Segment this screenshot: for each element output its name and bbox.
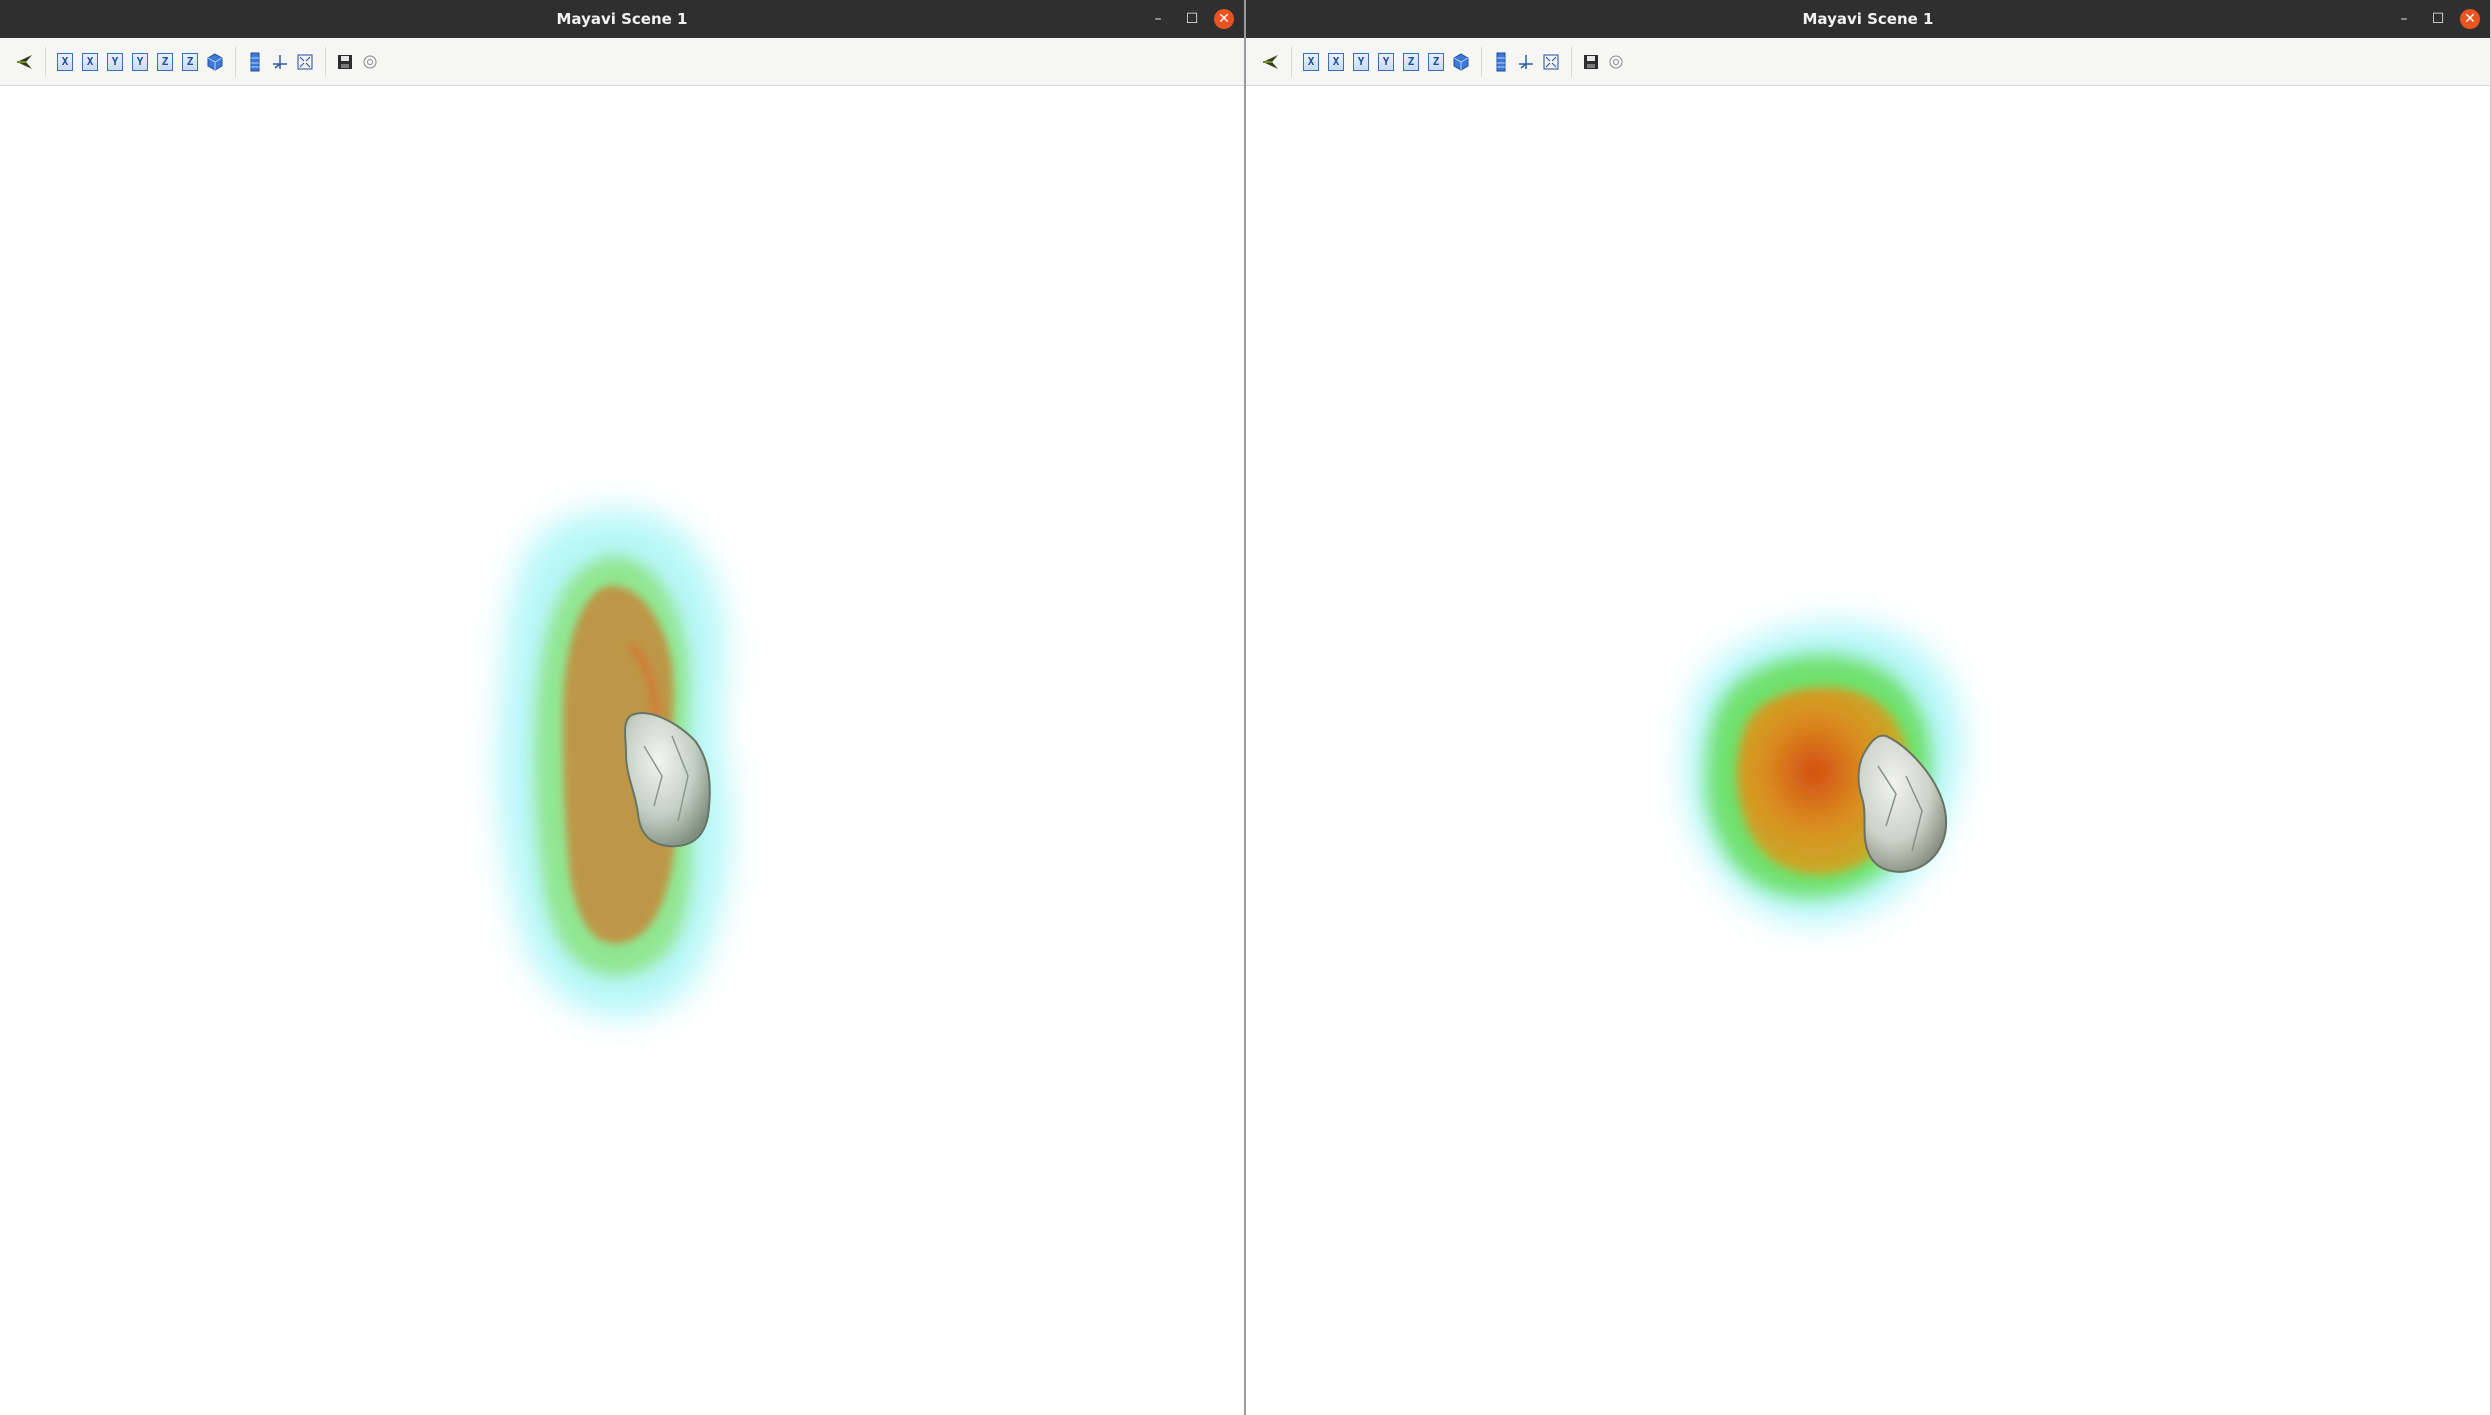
view-z-minus-icon[interactable]: Z <box>1400 51 1422 73</box>
save-icon[interactable] <box>1580 51 1602 73</box>
view-x-minus-icon[interactable]: X <box>54 51 76 73</box>
parallel-projection-icon[interactable] <box>1490 51 1512 73</box>
view-x-plus-icon[interactable]: X <box>79 51 101 73</box>
view-z-plus-icon[interactable]: Z <box>1425 51 1447 73</box>
axis-view-label: Z <box>157 52 173 71</box>
axis-view-label: X <box>57 52 73 71</box>
window-title: Mayavi Scene 1 <box>1802 10 1934 28</box>
scene-toolbar: X X Y Y Z Z <box>1246 38 2490 86</box>
axis-view-label: Y <box>132 52 148 71</box>
view-y-minus-icon[interactable]: Y <box>104 51 126 73</box>
axis-view-label: X <box>82 52 98 71</box>
close-button[interactable]: ✕ <box>1214 9 1234 29</box>
axis-view-label: Z <box>1403 52 1419 71</box>
axis-view-label: X <box>1303 52 1319 71</box>
close-button[interactable]: ✕ <box>2460 9 2480 29</box>
toolbar-separator <box>1571 46 1572 77</box>
window-controls: – ☐ ✕ <box>2392 7 2480 31</box>
view-y-plus-icon[interactable]: Y <box>1375 51 1397 73</box>
axis-view-label: Z <box>182 52 198 71</box>
toolbar-separator <box>45 46 46 77</box>
view-x-minus-icon[interactable]: X <box>1300 51 1322 73</box>
scene-toolbar: X X Y Y Z Z <box>0 38 1244 86</box>
isometric-view-icon[interactable] <box>204 51 226 73</box>
title-bar[interactable]: Mayavi Scene 1 – ☐ ✕ <box>1246 0 2490 38</box>
save-icon[interactable] <box>334 51 356 73</box>
axis-view-label: Y <box>1353 52 1369 71</box>
parallel-projection-icon[interactable] <box>244 51 266 73</box>
view-x-plus-icon[interactable]: X <box>1325 51 1347 73</box>
window-controls: – ☐ ✕ <box>1146 7 1234 31</box>
minimize-button[interactable]: – <box>1154 11 1162 27</box>
axis-view-label: X <box>1328 52 1344 71</box>
toolbar-separator <box>325 46 326 77</box>
view-y-minus-icon[interactable]: Y <box>1350 51 1372 73</box>
maximize-button[interactable]: ☐ <box>2431 11 2445 27</box>
mayavi-window-left: Mayavi Scene 1 – ☐ ✕ X X Y Y Z Z <box>0 0 1245 1415</box>
window-title: Mayavi Scene 1 <box>556 10 688 28</box>
axis-view-label: Y <box>107 52 123 71</box>
toolbar-separator <box>1481 46 1482 77</box>
mayavi-logo-icon[interactable] <box>1260 51 1282 73</box>
isometric-view-icon[interactable] <box>1450 51 1472 73</box>
view-z-minus-icon[interactable]: Z <box>154 51 176 73</box>
mayavi-window-right: Mayavi Scene 1 – ☐ ✕ X X Y Y Z Z <box>1245 0 2491 1415</box>
toolbar-separator <box>235 46 236 77</box>
configure-icon[interactable] <box>359 51 381 73</box>
mayavi-logo-icon[interactable] <box>14 51 36 73</box>
full-screen-icon[interactable] <box>1540 51 1562 73</box>
axes-indicator-icon[interactable] <box>269 51 291 73</box>
axis-view-label: Z <box>1428 52 1444 71</box>
maximize-button[interactable]: ☐ <box>1185 11 1199 27</box>
3d-scene-view[interactable] <box>1246 86 2490 1415</box>
axes-indicator-icon[interactable] <box>1515 51 1537 73</box>
minimize-button[interactable]: – <box>2400 11 2408 27</box>
surface-fold <box>1877 765 1923 852</box>
full-screen-icon[interactable] <box>294 51 316 73</box>
view-y-plus-icon[interactable]: Y <box>129 51 151 73</box>
title-bar[interactable]: Mayavi Scene 1 – ☐ ✕ <box>0 0 1244 38</box>
volume-render <box>1686 623 1962 923</box>
configure-icon[interactable] <box>1605 51 1627 73</box>
volume-render <box>498 510 730 1017</box>
3d-scene-view[interactable] <box>0 86 1244 1415</box>
surface-fold <box>643 735 689 822</box>
surface-mesh <box>624 712 711 848</box>
view-z-plus-icon[interactable]: Z <box>179 51 201 73</box>
toolbar-separator <box>1291 46 1292 77</box>
axis-view-label: Y <box>1378 52 1394 71</box>
